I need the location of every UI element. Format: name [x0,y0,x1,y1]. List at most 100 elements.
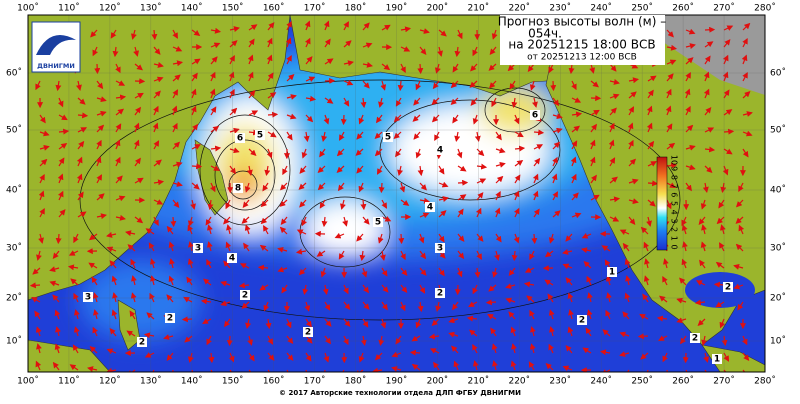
lon-label: 100˚ [17,376,39,387]
lat-label: 10˚ [770,336,786,347]
arrow [401,234,402,243]
colorbar-label: 2 [670,227,679,232]
colorbar [657,157,667,250]
arrow [58,234,59,243]
contour-label: 2 [692,334,698,344]
arrow [78,115,87,116]
lat-label: 50˚ [6,125,22,136]
lon-label: 210˚ [468,3,490,14]
lat-label: 20˚ [770,293,786,304]
lon-label: 160˚ [263,376,285,387]
contour-label: 6 [237,134,243,144]
contour-label: 5 [375,218,381,228]
colorbar-label: 1 [670,236,679,241]
contour-label: 3 [437,244,443,254]
contour-label: 2 [167,314,173,324]
arrow [400,81,401,90]
lon-label: 190˚ [386,3,408,14]
lon-label: 150˚ [222,376,244,387]
lon-label: 110˚ [58,3,80,14]
colorbar-label: 7 [670,184,679,189]
lon-label: 140˚ [181,376,203,387]
contour-label: 8 [235,184,241,194]
contour-label: 2 [305,328,311,338]
contour-label: 2 [725,283,731,293]
lat-label: 40˚ [6,185,22,196]
gulf [685,272,755,308]
title: Прогноз высоты волн (м) – [498,15,666,29]
contour-label: 2 [437,289,443,299]
lon-label: 260˚ [672,376,694,387]
lon-label: 200˚ [427,3,449,14]
arrow [639,336,648,337]
lon-label: 220˚ [508,3,530,14]
arrow [487,302,496,303]
colorbar-label: 9 [670,166,679,171]
arrow [173,217,174,226]
colorbar-label: 0 [670,244,679,249]
footer: © 2017 Авторские технологии отдела ДЛП Ф… [279,389,521,397]
lon-label: 230˚ [549,376,571,387]
logo: ДВНИГМИ [32,22,80,72]
arrow [259,267,268,268]
lon-label: 110˚ [58,376,80,387]
lon-label: 180˚ [345,3,367,14]
lat-label: 50˚ [770,125,786,136]
lon-label: 270˚ [713,376,735,387]
valid-time: на 20251215 18:00 ВСВ [508,38,655,52]
lat-label: 20˚ [6,293,22,304]
logo-label: ДВНИГМИ [37,62,75,70]
lon-label: 130˚ [140,3,162,14]
colorbar-label: 10 [670,155,679,165]
lon-label: 120˚ [99,3,121,14]
lon-label: 160˚ [263,3,285,14]
contour-label: 4 [437,146,443,156]
arrow [648,183,657,184]
lon-label: 100˚ [17,3,39,14]
arrow [381,183,382,192]
colorbar-label: 3 [670,218,679,223]
arrow [154,30,155,39]
arrow [514,251,515,260]
lon-label: 250˚ [631,3,653,14]
arrow [268,114,277,115]
lat-label: 30˚ [6,243,22,254]
map-body [28,15,765,379]
lon-label: 170˚ [304,3,326,14]
contour-label: 2 [242,291,248,301]
contour-label: 5 [385,133,391,143]
lon-label: 250˚ [631,376,653,387]
lon-label: 180˚ [345,376,367,387]
lon-label: 260˚ [672,3,694,14]
contour-label: 2 [139,338,145,348]
arrow [534,132,543,133]
lat-label: 60˚ [6,68,22,79]
lon-label: 220˚ [508,376,530,387]
lon-label: 240˚ [590,376,612,387]
lat-label: 60˚ [770,68,786,79]
colorbar-label: 6 [670,192,679,197]
lat-label: 10˚ [6,336,22,347]
contour-label: 5 [257,131,263,141]
arrow [172,370,173,379]
lon-label: 130˚ [140,376,162,387]
contour-label: 6 [532,111,538,121]
lon-label: 190˚ [386,376,408,387]
lat-label: 40˚ [770,185,786,196]
lat-label: 30˚ [770,243,786,254]
contour-label: 3 [195,244,201,254]
lon-label: 150˚ [222,3,244,14]
colorbar-label: 5 [670,201,679,206]
colorbar-label: 4 [670,210,679,215]
lon-label: 280˚ [754,3,776,14]
contour-label: 2 [579,316,585,326]
lon-label: 170˚ [304,376,326,387]
lon-label: 280˚ [754,376,776,387]
lon-label: 230˚ [549,3,571,14]
arrow [724,131,733,132]
issued-time: от 20251213 12:00 ВСВ [527,53,637,63]
arrow [411,352,420,353]
lon-label: 200˚ [427,376,449,387]
arrow [534,234,535,243]
